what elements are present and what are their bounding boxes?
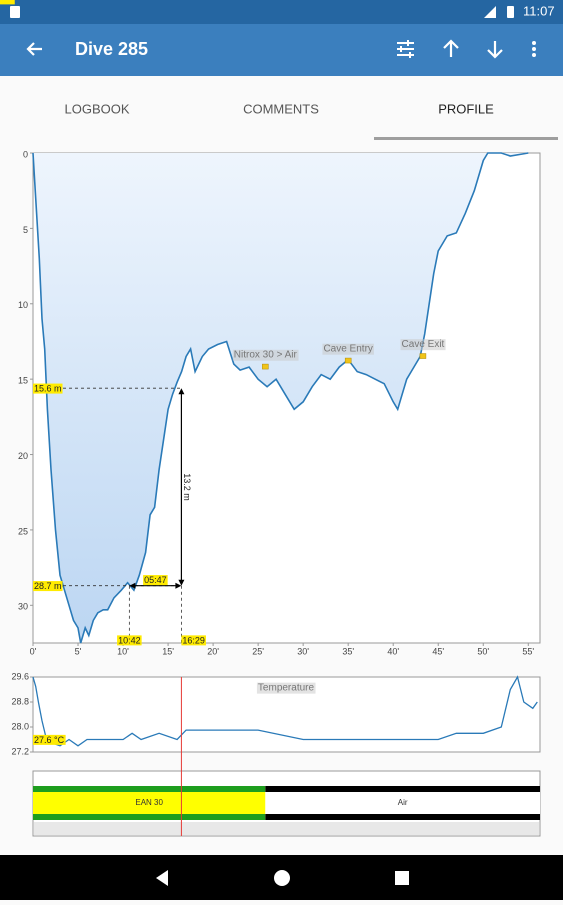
nav-back[interactable] [156, 870, 168, 886]
gas-stripe [265, 786, 540, 792]
label-background [0, 0, 15, 5]
previous-button[interactable] [443, 39, 459, 57]
x-tick-label: 45' [432, 646, 444, 656]
tab-bar [0, 76, 563, 140]
x-tick-label: 30' [297, 646, 309, 656]
nav-home[interactable] [274, 870, 290, 886]
chart-title: Temperature [258, 683, 315, 694]
label-background [256, 682, 316, 694]
y-tick-label: 25 [18, 526, 28, 536]
x-tick-label: 25' [252, 646, 264, 656]
app-title: Dive 285 [75, 39, 148, 59]
gas-label: EAN 30 [135, 798, 163, 807]
y-tick-label: 10 [18, 300, 28, 310]
label-background [143, 575, 168, 586]
settings-button[interactable] [397, 40, 414, 58]
y-tick-label: 28.0 [11, 721, 29, 731]
event-label: Cave Entry [323, 344, 372, 355]
y-tick-label: 27.2 [11, 746, 29, 756]
event-marker [419, 353, 427, 359]
label-background [117, 635, 142, 646]
label-background [33, 581, 63, 592]
x-tick-label: 15' [162, 646, 174, 656]
sd-icon [10, 6, 20, 18]
arrow-head [129, 582, 182, 589]
gas-stripe [33, 786, 266, 792]
y-tick-label: 5 [23, 225, 28, 235]
measure-label: 16:29 [182, 635, 205, 645]
event-label: Nitrox 30 > Air [234, 350, 298, 361]
tab[interactable]: LOGBOOK [64, 101, 129, 116]
x-tick-label: 5' [75, 646, 82, 656]
x-tick-label: 50' [477, 646, 489, 656]
status-bar [0, 0, 563, 24]
tab-indicator [374, 137, 558, 140]
temperature-reading: 27.6 °C [34, 735, 65, 745]
y-tick-label: 20 [18, 451, 28, 461]
measure-label: 13.2 m [182, 473, 192, 501]
y-tick-label: 15 [18, 376, 28, 386]
x-tick-label: 0' [30, 646, 37, 656]
measure-label: 10:42 [118, 635, 141, 645]
tab-selected[interactable]: PROFILE [438, 101, 494, 116]
battery-icon [507, 6, 514, 18]
signal-icon [484, 6, 496, 18]
label-background [232, 349, 299, 361]
label-background [400, 339, 446, 351]
x-tick-label: 55' [522, 646, 534, 656]
event-label: Cave Exit [402, 339, 445, 350]
gas-footer [34, 822, 539, 835]
x-tick-label: 20' [207, 646, 219, 656]
measure-label: 15.6 m [34, 384, 62, 394]
depth-area [33, 153, 529, 643]
gas-chart: EAN 30 Air [33, 786, 540, 820]
x-tick-label: 35' [342, 646, 354, 656]
x-tick-label: 10' [117, 646, 129, 656]
label-background [33, 383, 63, 394]
x-tick-label: 40' [387, 646, 399, 656]
y-tick-label: 0 [23, 149, 28, 159]
gas-stripe [265, 814, 540, 820]
app-bar [0, 24, 563, 76]
depth-line [32, 152, 529, 644]
gas-label: Air [398, 798, 408, 807]
event-marker [262, 363, 269, 370]
label-background [322, 343, 374, 355]
profile-chart: 0 5 10 15 20 25 30 0' 5' 10' 15' 20' 25' 30' 35' 40' 45'… [0, 0, 534, 656]
back-button[interactable] [26, 42, 42, 56]
nav-recents[interactable] [395, 871, 409, 885]
label-background [33, 734, 66, 745]
menu-button[interactable] [532, 41, 536, 57]
measure-label: 28.7 m [34, 581, 62, 591]
measure-label: 05:47 [144, 575, 167, 585]
temperature-chart: 27.2 28.0 28.8 29.6 Temperature 27.6 °C [11, 671, 538, 756]
label-background [181, 635, 206, 646]
event-marker [344, 357, 352, 364]
y-tick-label: 28.8 [11, 696, 29, 706]
y-tick-label: 29.6 [11, 671, 29, 681]
tab[interactable]: COMMENTS [243, 101, 319, 116]
gas-stripe [33, 814, 266, 820]
y-tick-label: 30 [18, 602, 28, 612]
clock: 11:07 [523, 3, 555, 18]
next-button[interactable] [487, 41, 503, 59]
